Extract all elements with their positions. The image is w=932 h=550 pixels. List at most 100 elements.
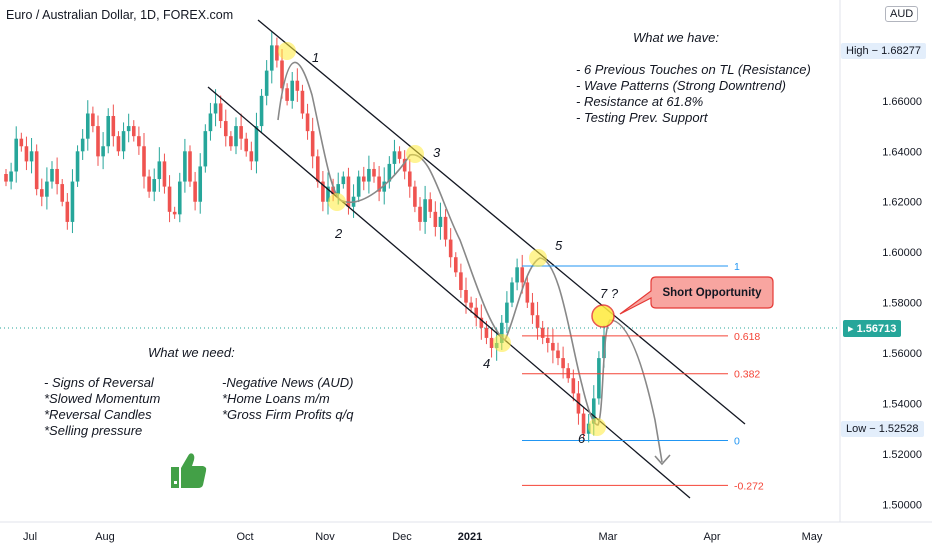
have-item-4: - Testing Prev. Support	[576, 110, 708, 125]
candle-63	[326, 172, 330, 215]
candle-37	[193, 171, 197, 211]
need-item-7: *Gross Firm Profits q/q	[222, 407, 354, 422]
candle-16	[85, 100, 90, 151]
candle-79	[407, 159, 412, 198]
candle-110	[566, 363, 571, 383]
candle-19	[101, 132, 105, 170]
candle-3	[19, 132, 24, 152]
candle-105	[540, 320, 545, 345]
price-tick-8: 1.66000	[882, 96, 922, 108]
candle-62	[321, 171, 325, 212]
candle-6	[34, 144, 39, 196]
candle-27	[142, 132, 146, 189]
need-left-list: - Signs of Reversal *Slowed Momentum *Re…	[44, 375, 160, 439]
candle-39	[203, 124, 208, 173]
have-item-2: - Wave Patterns (Strong Downtrend)	[576, 78, 787, 93]
need-right-list: -Negative News (AUD) *Home Loans m/m *Gr…	[222, 375, 353, 423]
candle-1	[9, 162, 13, 190]
candle-9	[50, 161, 54, 189]
candle-73	[377, 165, 381, 202]
touch-marker-5	[529, 249, 547, 267]
candle-107	[551, 328, 555, 364]
candle-18	[96, 115, 100, 166]
touch-marker-4	[493, 334, 511, 352]
candle-21	[111, 104, 116, 147]
wave-label-1: 1	[312, 50, 319, 65]
touch-markers	[278, 42, 615, 436]
need-item-3: *Reversal Candles	[44, 407, 152, 422]
candle-89	[459, 263, 463, 298]
candle-17	[91, 106, 95, 133]
touch-marker-2	[328, 193, 346, 211]
candle-60	[310, 117, 315, 169]
high-price-tag: High − 1.68277	[841, 43, 926, 59]
candle-11	[60, 179, 65, 207]
high-tag-value: 1.68277	[881, 45, 921, 57]
candle-116	[597, 351, 601, 405]
have-title: What we have:	[633, 30, 719, 45]
candle-40	[208, 102, 213, 141]
price-tick-2: 1.54000	[882, 398, 922, 410]
candle-77	[397, 146, 402, 164]
candle-8	[45, 167, 49, 210]
candle-48	[249, 141, 254, 171]
candle-102	[525, 276, 530, 308]
touch-marker-3	[406, 145, 424, 163]
candle-71	[367, 155, 371, 194]
need-title: What we need:	[148, 345, 235, 360]
candle-56	[290, 71, 295, 109]
candle-93	[479, 304, 484, 340]
candle-23	[121, 122, 126, 160]
candle-109	[561, 346, 565, 379]
candle-84	[433, 201, 438, 237]
candle-91	[469, 296, 473, 314]
price-tick-0: 1.50000	[882, 499, 922, 511]
candle-38	[198, 153, 203, 214]
low-price-tag: Low − 1.52528	[841, 421, 924, 437]
candle-106	[545, 327, 550, 353]
touch-marker-7	[591, 304, 615, 328]
candle-72	[372, 162, 376, 183]
time-tick-5: 2021	[458, 531, 482, 543]
candle-98	[505, 291, 509, 334]
price-tick-3: 1.56000	[882, 348, 922, 360]
price-tick-1: 1.52000	[882, 449, 922, 461]
candle-30	[157, 147, 162, 192]
candle-10	[55, 157, 59, 195]
time-tick-8: May	[802, 531, 823, 543]
candle-43	[223, 109, 228, 147]
wave-labels: 1 2 3 4 5 6 7 ?	[312, 50, 619, 446]
time-tick-2: Oct	[236, 531, 253, 543]
candle-51	[264, 60, 269, 106]
currency-button[interactable]: AUD	[885, 6, 919, 22]
callout-label: Short Opportunity	[662, 287, 762, 299]
need-item-1: - Signs of Reversal	[44, 375, 154, 390]
candle-2	[14, 126, 19, 183]
candle-57	[295, 68, 300, 102]
candle-24	[126, 113, 131, 143]
candle-88	[453, 252, 458, 277]
candle-103	[530, 292, 535, 324]
candle-13	[70, 169, 75, 234]
candle-111	[571, 369, 576, 402]
wave-label-4: 4	[483, 356, 490, 371]
candle-82	[423, 185, 427, 234]
fib-label-2: 0.382	[734, 369, 760, 381]
candle-92	[474, 298, 479, 327]
candle-95	[489, 327, 494, 358]
last-price-marker: ▸	[848, 323, 854, 335]
low-tag-label: Low	[846, 423, 867, 435]
price-axis: 1.50000 1.52000 1.54000 1.56000 1.58000 1.600…	[882, 45, 922, 511]
candle-100	[515, 258, 519, 291]
need-item-4: *Selling pressure	[44, 423, 143, 438]
wave-label-5: 5	[555, 238, 563, 253]
candle-35	[183, 138, 187, 193]
candle-52	[269, 31, 274, 84]
time-tick-6: Mar	[599, 531, 618, 543]
candle-58	[300, 84, 305, 119]
price-tick-4: 1.58000	[882, 298, 922, 310]
candle-55	[285, 83, 289, 106]
candle-0	[4, 168, 8, 187]
candle-80	[413, 180, 417, 213]
